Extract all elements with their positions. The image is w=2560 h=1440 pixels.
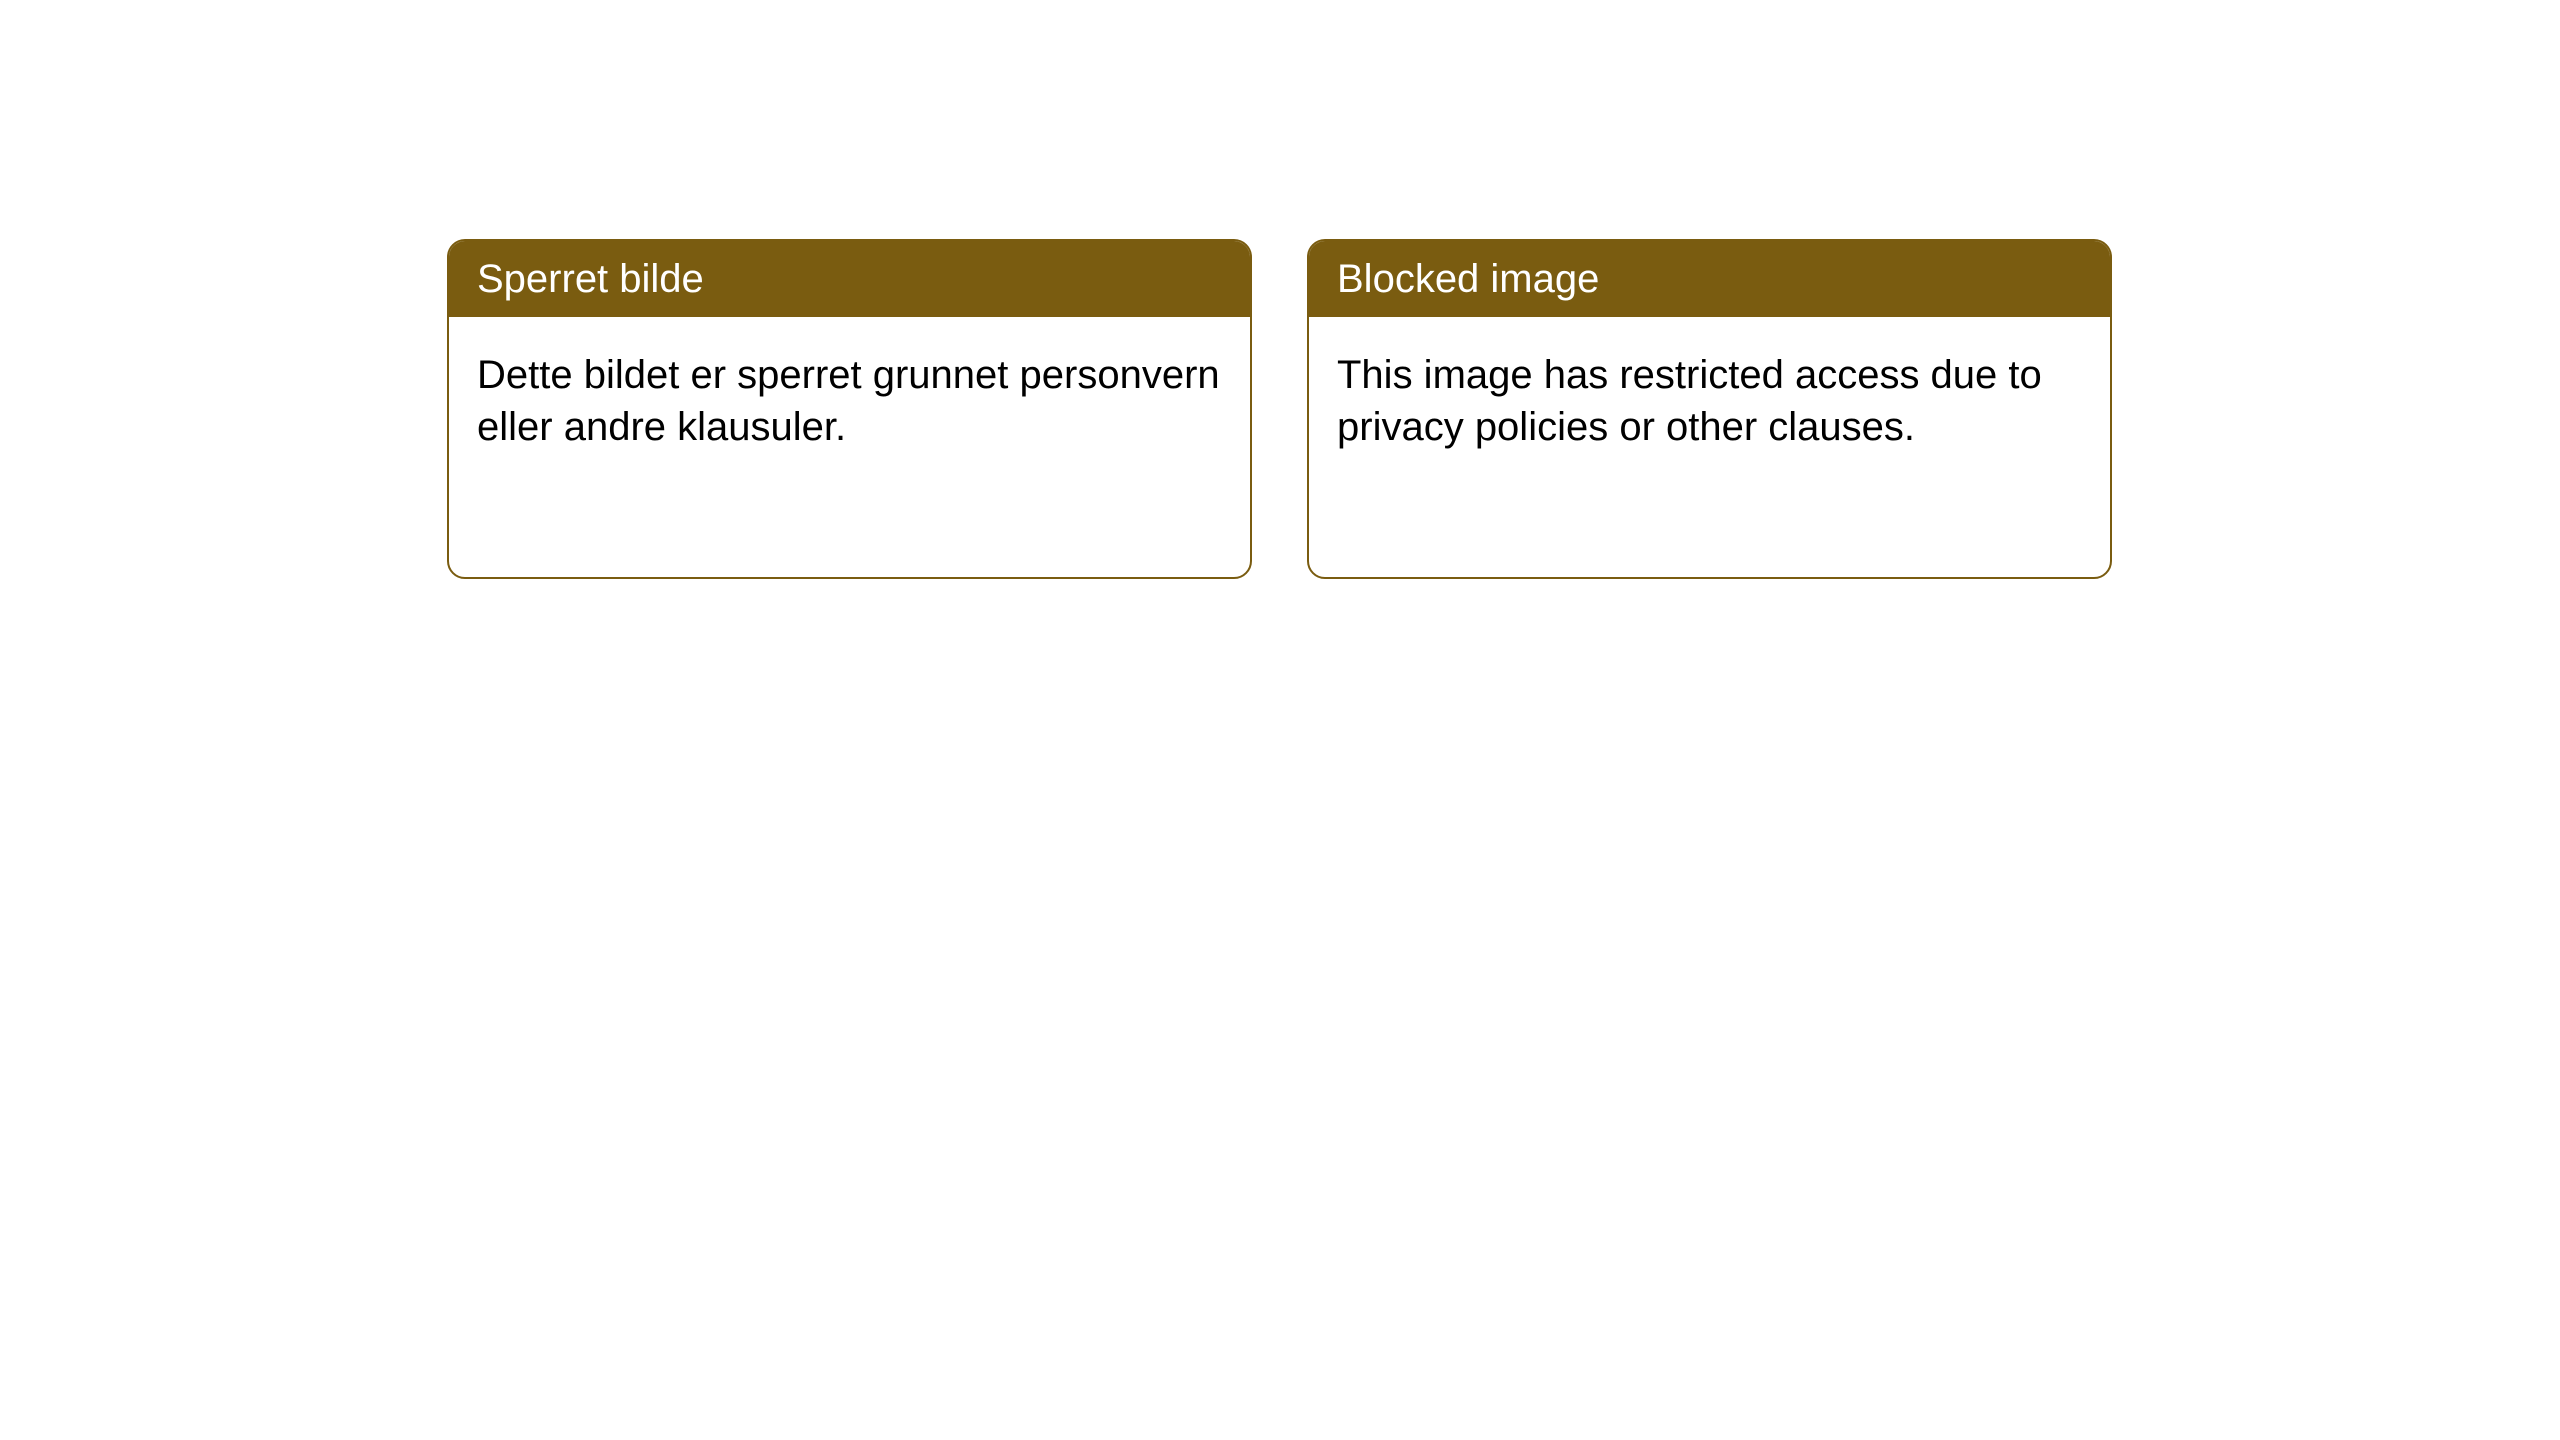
notice-body: This image has restricted access due to … (1309, 317, 2110, 485)
notice-header: Sperret bilde (449, 241, 1250, 317)
notice-title: Blocked image (1337, 257, 1599, 301)
notice-title: Sperret bilde (477, 257, 704, 301)
notice-card-norwegian: Sperret bilde Dette bildet er sperret gr… (447, 239, 1252, 579)
notice-cards-container: Sperret bilde Dette bildet er sperret gr… (447, 239, 2112, 579)
notice-body: Dette bildet er sperret grunnet personve… (449, 317, 1250, 485)
notice-body-text: This image has restricted access due to … (1337, 353, 2042, 449)
notice-header: Blocked image (1309, 241, 2110, 317)
notice-card-english: Blocked image This image has restricted … (1307, 239, 2112, 579)
notice-body-text: Dette bildet er sperret grunnet personve… (477, 353, 1220, 449)
